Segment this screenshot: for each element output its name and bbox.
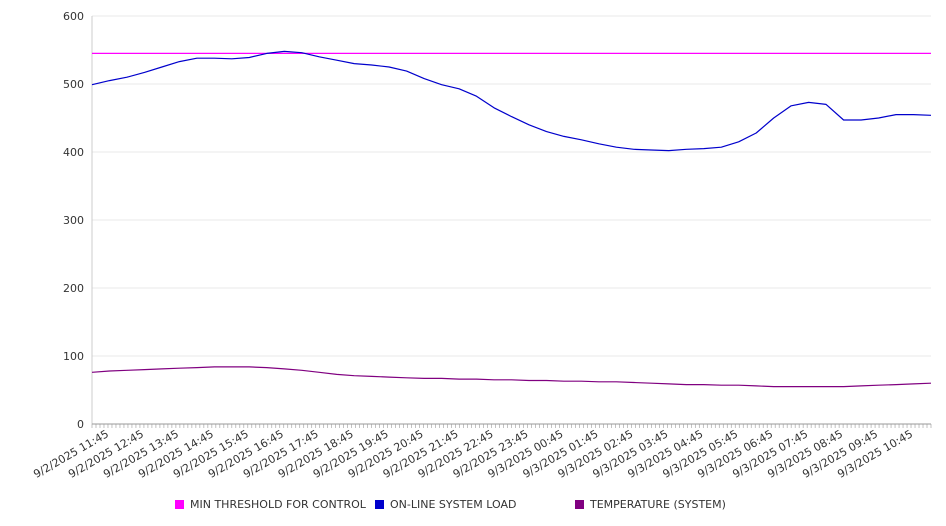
y-tick-label: 500	[63, 78, 84, 91]
series-line-1[interactable]	[91, 50, 932, 152]
legend-label-system-load: ON-LINE SYSTEM LOAD	[390, 498, 517, 511]
y-tick-label: 400	[63, 146, 84, 159]
y-tick-label: 100	[63, 350, 84, 363]
legend-item-temperature[interactable]: TEMPERATURE (SYSTEM)	[575, 498, 726, 511]
legend-item-system-load[interactable]: ON-LINE SYSTEM LOAD	[375, 498, 516, 511]
y-tick-label: 0	[77, 418, 84, 431]
legend-swatch-temperature	[575, 500, 584, 509]
y-tick-label: 200	[63, 282, 84, 295]
legend-label-temperature: TEMPERATURE (SYSTEM)	[590, 498, 726, 511]
legend: MIN THRESHOLD FOR CONTROL ON-LINE SYSTEM…	[0, 498, 946, 518]
series-lines	[91, 50, 932, 388]
y-tick-label: 300	[63, 214, 84, 227]
y-axis: 0 100 200 300 400 500 600	[63, 10, 93, 431]
y-tick-label: 600	[63, 10, 84, 23]
legend-swatch-min-threshold	[175, 500, 184, 509]
legend-swatch-system-load	[375, 500, 384, 509]
series-line-2[interactable]	[91, 366, 932, 388]
legend-item-min-threshold[interactable]: MIN THRESHOLD FOR CONTROL	[175, 498, 366, 511]
gridlines	[92, 15, 931, 357]
legend-label-min-threshold: MIN THRESHOLD FOR CONTROL	[190, 498, 366, 511]
x-axis: 9/2/2025 11:459/2/2025 12:459/2/2025 13:…	[31, 423, 932, 481]
